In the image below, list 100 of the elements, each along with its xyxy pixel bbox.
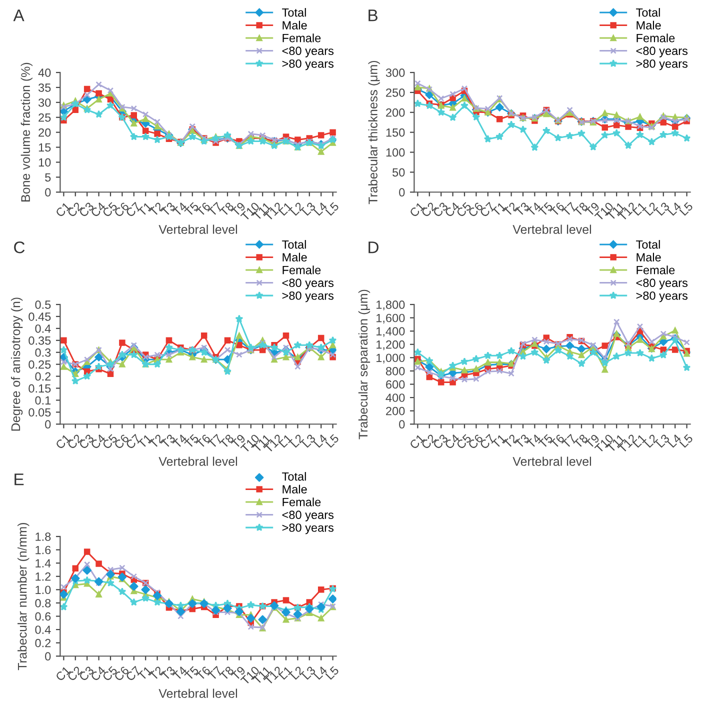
y-axis-title: Trabecular number (n/mm) <box>18 522 30 670</box>
y-tick-label: 150 <box>386 128 405 137</box>
x-tick-label: L5 <box>679 434 694 448</box>
x-tick-label: T8 <box>219 434 234 449</box>
y-tick-label: 20 <box>38 128 51 137</box>
x-tick-label: L2 <box>290 666 304 680</box>
y-tick-label: 1.6 <box>36 546 51 554</box>
legend-label: <80 years <box>636 46 688 58</box>
legend-label: <80 years <box>636 278 688 290</box>
chart-title: B <box>368 10 378 22</box>
legend-label: Male <box>636 20 661 30</box>
legend-label: Male <box>636 252 661 262</box>
y-tick-label: 1.4 <box>36 559 51 568</box>
y-tick-label: 400 <box>386 394 405 402</box>
chart-title: E <box>14 474 24 486</box>
y-axis-title: Trabecular thickness (μm) <box>368 60 380 204</box>
y-tick-label: 40 <box>38 68 51 77</box>
x-tick-label: L2 <box>290 202 304 216</box>
y-tick-label: 0 <box>399 188 405 197</box>
y-tick-label: 30 <box>38 98 51 107</box>
x-tick-label: C6 <box>468 434 484 450</box>
x-tick-label: L5 <box>325 434 340 448</box>
x-axis-title: Vertebral level <box>512 224 592 234</box>
y-tick-label: 0 <box>45 652 51 661</box>
legend-label: Total <box>282 8 306 17</box>
y-tick-label: 0.25 <box>28 360 51 369</box>
y-tick-label: 600 <box>386 380 405 389</box>
x-tick-label: T8 <box>573 434 588 449</box>
legend-label: >80 years <box>636 59 688 70</box>
x-tick-label: C6 <box>114 666 130 682</box>
y-tick-label: 5 <box>45 173 51 182</box>
x-tick-label: L4 <box>668 434 682 448</box>
x-tick-label: T8 <box>573 202 588 217</box>
legend-label: <80 years <box>282 278 334 290</box>
y-tick-label: 0.5 <box>35 300 51 309</box>
y-tick-label: 10 <box>38 158 51 167</box>
x-tick-label: L5 <box>325 666 340 680</box>
x-tick-label: L5 <box>679 202 694 216</box>
x-axis-title: Vertebral level <box>158 224 238 234</box>
legend-label: >80 years <box>282 59 334 70</box>
legend-label: Total <box>282 472 306 481</box>
x-tick-label: L4 <box>314 434 328 448</box>
legend-label: Male <box>282 20 307 30</box>
y-axis-title: Degree of anisotropy (n) <box>10 298 23 431</box>
x-tick-label: L4 <box>668 202 682 216</box>
y-tick-label: 25 <box>38 113 51 122</box>
legend-label: Female <box>282 498 321 506</box>
y-tick-label: 1.8 <box>36 532 51 541</box>
x-tick-label: C6 <box>114 434 130 450</box>
y-tick-label: 35 <box>38 83 51 92</box>
y-tick-label: 0.3 <box>35 348 51 357</box>
legend-label: <80 years <box>282 510 334 522</box>
x-tick-label: C6 <box>114 202 130 218</box>
legend-label: >80 years <box>636 291 688 302</box>
legend-label: Male <box>282 252 307 262</box>
x-tick-label: L2 <box>644 434 658 448</box>
x-tick-label: L3 <box>302 666 316 680</box>
legend-label: <80 years <box>282 46 334 58</box>
y-tick-label: 1,800 <box>376 300 405 310</box>
x-tick-label: L3 <box>302 202 316 216</box>
y-tick-label: 0.05 <box>28 408 51 417</box>
y-tick-label: 1,600 <box>376 314 405 324</box>
y-tick-label: 300 <box>386 68 405 77</box>
y-tick-label: 100 <box>386 148 405 157</box>
y-tick-label: 0.4 <box>35 626 51 634</box>
y-tick-label: 0 <box>399 420 405 429</box>
y-tick-label: 0 <box>45 420 51 429</box>
legend-label: Female <box>282 34 321 42</box>
x-tick-label: L2 <box>644 202 658 216</box>
x-tick-label: T8 <box>219 202 234 217</box>
y-tick-label: 0.45 <box>28 312 51 321</box>
y-tick-label: 0.1 <box>35 396 51 405</box>
y-tick-label: 1,400 <box>376 327 405 337</box>
legend-label: Total <box>636 8 660 17</box>
legend-label: >80 years <box>282 523 334 534</box>
legend-label: Female <box>636 266 675 274</box>
y-axis-title: Trabecular separation (μm) <box>358 290 370 440</box>
y-tick-label: 250 <box>386 88 405 97</box>
legend-label: Female <box>282 266 321 274</box>
y-tick-label: 0.15 <box>28 384 51 393</box>
x-axis-title: Vertebral level <box>158 688 238 698</box>
y-tick-label: 0 <box>45 188 51 197</box>
y-axis-title: Bone volume fraction (%) <box>20 62 32 202</box>
y-tick-label: 50 <box>392 168 405 177</box>
x-tick-label: L5 <box>325 202 340 216</box>
y-tick-label: 0.6 <box>35 612 51 621</box>
x-tick-label: C6 <box>468 202 484 218</box>
x-tick-label: L4 <box>314 666 328 680</box>
legend-label: Male <box>282 484 307 494</box>
chart-title: D <box>368 242 378 254</box>
y-tick-label: 0.4 <box>35 324 51 333</box>
x-tick-label: L3 <box>656 202 670 216</box>
x-axis-title: Vertebral level <box>512 456 592 466</box>
legend-label: >80 years <box>282 291 334 302</box>
y-tick-label: 1.0 <box>36 586 51 594</box>
y-tick-label: 0.35 <box>28 336 51 345</box>
y-tick-label: 200 <box>386 406 405 416</box>
legend-label: Total <box>636 240 660 249</box>
chart-title: A <box>13 10 24 22</box>
x-tick-label: L3 <box>656 434 670 448</box>
